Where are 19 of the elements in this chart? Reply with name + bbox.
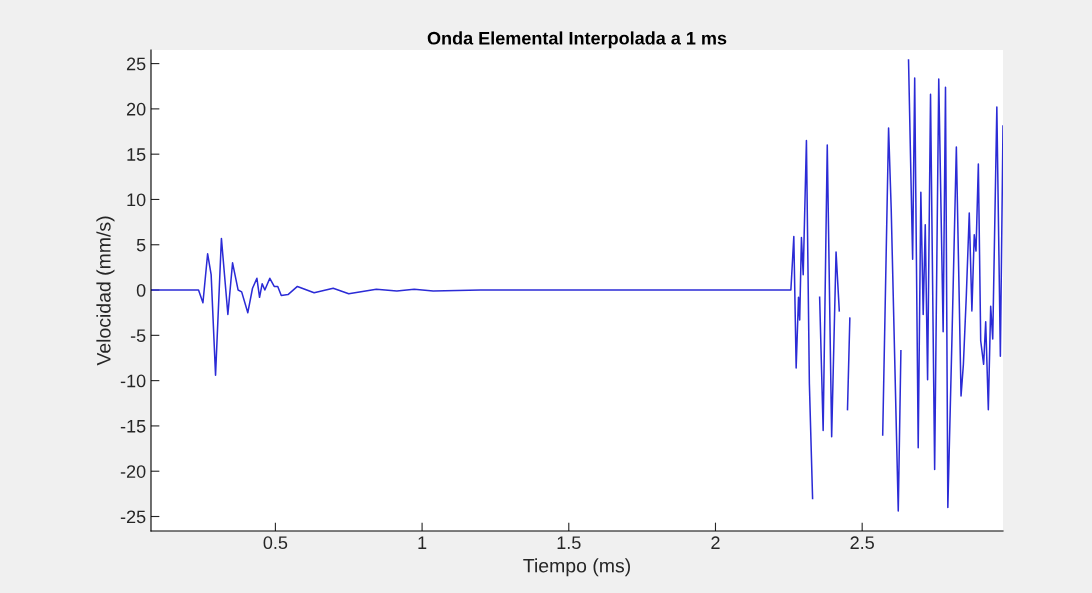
chart-title: Onda Elemental Interpolada a 1 ms: [427, 31, 727, 49]
x-tick-label: 0.5: [263, 536, 288, 550]
y-tick-label: 15: [127, 148, 146, 161]
y-tick-label: 25: [126, 57, 146, 71]
y-tick-label: 10: [127, 193, 146, 207]
y-tick-label: 0: [136, 283, 146, 297]
x-axis-title: Tiempo (ms): [523, 558, 630, 577]
y-tick-label: -10: [120, 374, 146, 388]
y-tick-label: 20: [126, 102, 146, 116]
y-axis-title: Velocidad (mm/s): [96, 216, 115, 366]
x-tick-label: 2.5: [850, 536, 874, 550]
x-tick-label: 1.5: [557, 536, 581, 550]
y-tick-label: -25: [120, 510, 146, 524]
y-tick-label: -20: [120, 465, 146, 478]
y-tick-label: -5: [130, 329, 146, 343]
x-tick-label: 2: [711, 536, 720, 549]
y-tick-label: 5: [136, 238, 146, 252]
y-tick-label: -15: [120, 420, 146, 433]
x-tick-label: 1: [418, 536, 427, 549]
